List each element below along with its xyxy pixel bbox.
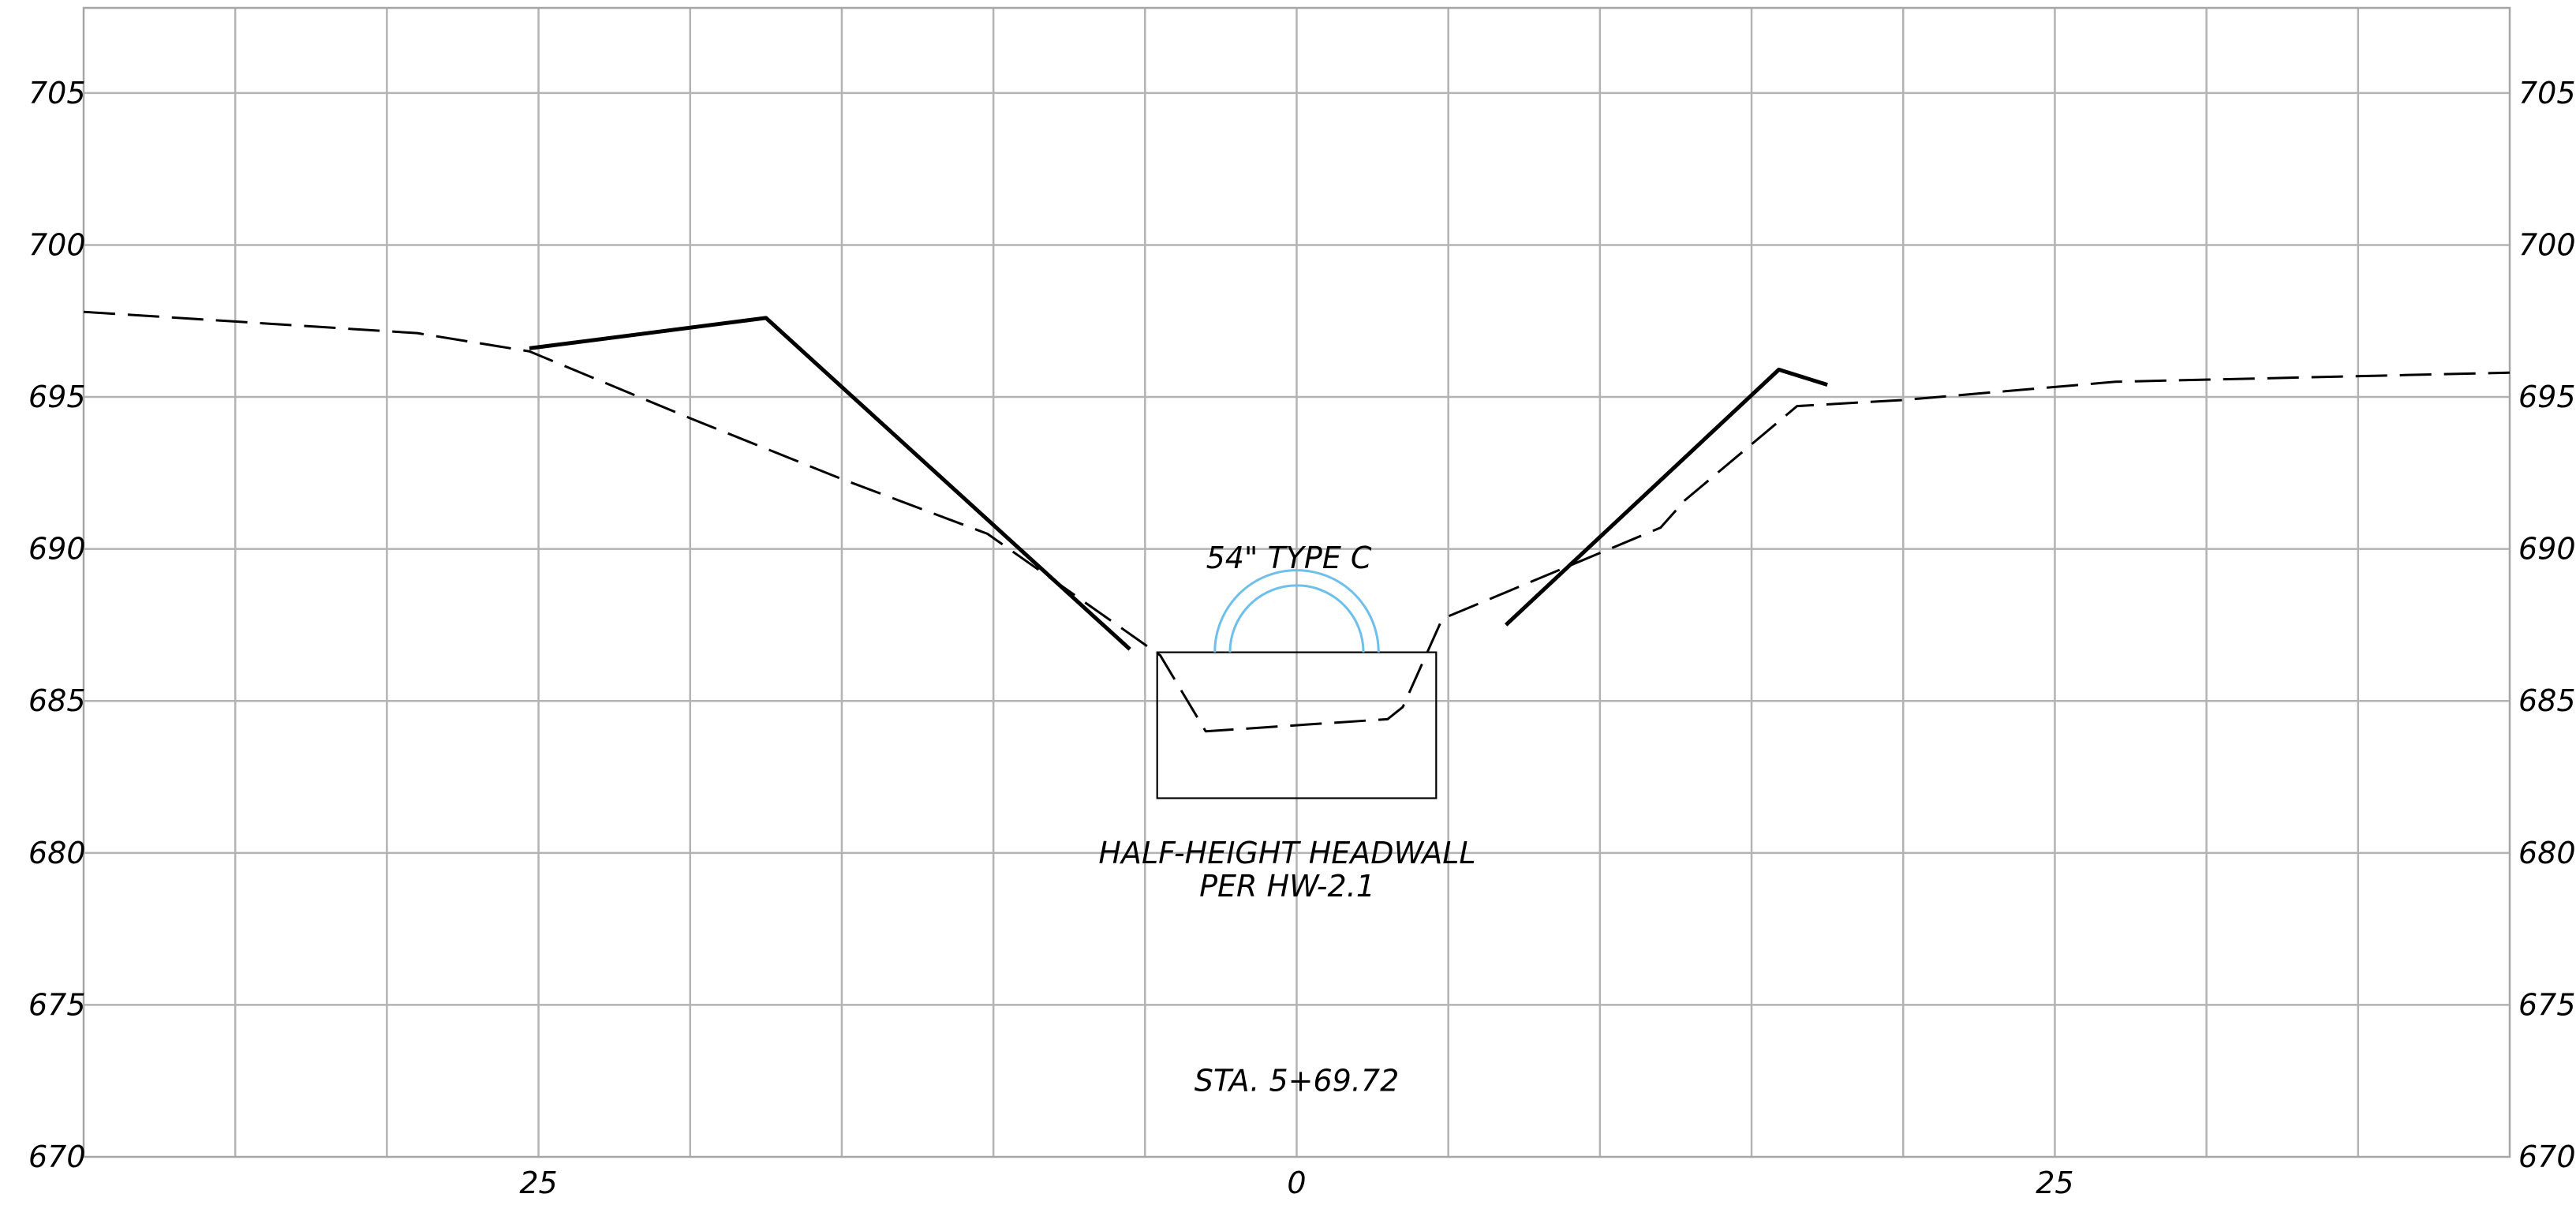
structures-layer xyxy=(1156,569,1438,799)
pipe-outer-wall xyxy=(1213,569,1380,653)
y-tick-label-right: 705 xyxy=(2518,76,2576,110)
headwall-label-line2: PER HW-2.1 xyxy=(1199,869,1375,904)
y-tick-label-left: 695 xyxy=(28,380,86,414)
y-tick-label-left: 690 xyxy=(28,532,86,567)
existing-ground-line xyxy=(83,310,2511,733)
existing-ground-layer xyxy=(83,310,2511,733)
y-tick-label-right: 685 xyxy=(2518,683,2576,718)
y-tick-label-left: 670 xyxy=(28,1140,86,1174)
x-tick-label: 0 xyxy=(1287,1166,1306,1200)
y-tick-label-right: 680 xyxy=(2518,836,2576,870)
x-tick-label: 25 xyxy=(2036,1166,2073,1200)
proposed-grade-layer xyxy=(529,316,1828,651)
labels-layer: 705 705 700 700 695 695 690 690 685 685 680 680 675 6… xyxy=(28,76,2576,1200)
y-tick-label-left: 685 xyxy=(28,683,86,718)
y-tick-label-left: 675 xyxy=(28,987,86,1022)
grid xyxy=(82,6,2511,1158)
pipe-label: 54" TYPE C xyxy=(1206,541,1372,575)
x-tick-label: 25 xyxy=(519,1166,557,1200)
y-tick-label-right: 695 xyxy=(2518,380,2576,414)
y-tick-label-left: 705 xyxy=(28,76,86,110)
proposed-grade-right xyxy=(1505,367,1828,627)
y-tick-label-left: 680 xyxy=(28,836,86,870)
y-tick-label-right: 700 xyxy=(2518,227,2576,262)
headwall-outline xyxy=(1156,651,1438,799)
plot-frame xyxy=(82,6,2511,1158)
proposed-grade-left xyxy=(529,316,1131,651)
y-tick-label-right: 670 xyxy=(2518,1140,2576,1174)
y-tick-label-right: 690 xyxy=(2518,532,2576,567)
station-label: STA. 5+69.72 xyxy=(1195,1064,1400,1098)
y-tick-label-right: 675 xyxy=(2518,987,2576,1022)
pipe-inner-wall xyxy=(1228,585,1365,653)
y-tick-label-left: 700 xyxy=(28,227,86,262)
headwall-label-line1: HALF-HEIGHT HEADWALL xyxy=(1098,836,1475,870)
